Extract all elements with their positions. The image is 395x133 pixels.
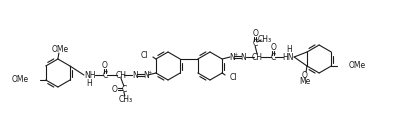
Text: HN: HN: [282, 53, 294, 61]
Text: +: +: [233, 51, 238, 57]
Text: Cl: Cl: [230, 72, 238, 82]
Text: Me: Me: [299, 78, 310, 86]
Text: N: N: [143, 70, 149, 80]
Text: O: O: [302, 70, 308, 80]
Text: C: C: [271, 53, 276, 61]
Text: C: C: [102, 70, 107, 80]
Text: CH₃: CH₃: [119, 95, 133, 105]
Text: OMe: OMe: [11, 76, 29, 84]
Text: OMe: OMe: [51, 45, 68, 55]
Text: C: C: [252, 38, 258, 47]
Text: N: N: [229, 53, 235, 61]
Text: CH₃: CH₃: [258, 34, 272, 43]
Text: H: H: [86, 78, 92, 88]
Text: CH: CH: [252, 53, 263, 61]
Text: N: N: [132, 70, 138, 80]
Text: C: C: [121, 84, 126, 93]
Text: H: H: [286, 45, 292, 53]
Text: OMe: OMe: [348, 61, 365, 70]
Text: NH: NH: [84, 70, 96, 80]
Text: O: O: [102, 61, 108, 70]
Text: CH: CH: [115, 70, 126, 80]
Text: Cl: Cl: [140, 51, 148, 59]
Text: N: N: [240, 53, 246, 61]
Text: O: O: [270, 43, 276, 53]
Text: O: O: [252, 30, 258, 38]
Text: +: +: [147, 70, 151, 74]
Text: O: O: [112, 84, 118, 93]
